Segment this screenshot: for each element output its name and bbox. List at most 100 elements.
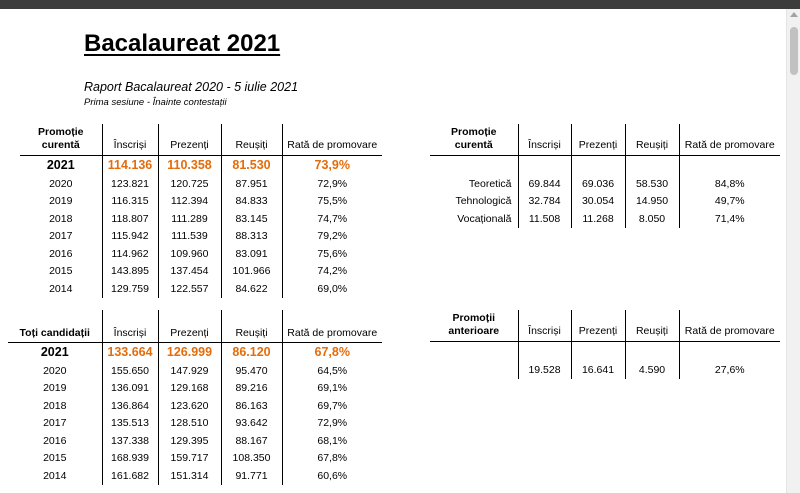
promotii-anterioare-table: Promoții anterioare Înscriși Prezenți Re…: [430, 310, 780, 379]
value-cell: 84.622: [220, 280, 282, 298]
browser-top-bar: [0, 0, 800, 9]
value-cell: 30.054: [570, 192, 625, 210]
column-header-category: Promoție curentă: [430, 124, 518, 156]
table-row-highlight: 2021 114.136 110.358 81.530 73,9%: [20, 155, 382, 175]
value-cell: 88.313: [220, 227, 282, 245]
table-row-highlight: 2021 133.664 126.999 86.120 67,8%: [8, 342, 382, 362]
year-cell: 2017: [43, 417, 67, 430]
value-cell: 83.091: [220, 245, 282, 263]
value-cell: 86.163: [220, 397, 282, 415]
value-cell: 133.664: [101, 342, 158, 362]
table-row: Vocațională 11.508 11.268 8.050 71,4%: [430, 210, 780, 228]
value-cell: 86.120: [220, 342, 282, 362]
table-header-row: Promoție curentă Înscriși Prezenți Reuși…: [430, 124, 780, 156]
report-subtitle: Prima sesiune - Înainte contestații: [84, 97, 227, 108]
header-line-2: anterioare: [448, 324, 500, 337]
value-cell: 75,6%: [281, 245, 382, 263]
value-cell: 129.395: [157, 432, 221, 450]
value-cell: 69,7%: [281, 397, 382, 415]
value-cell: 69.036: [570, 175, 625, 193]
value-cell: 81.530: [220, 155, 282, 175]
value-cell: 75,5%: [281, 192, 382, 210]
value-cell: 60,6%: [281, 467, 382, 485]
table-row: 2015 143.895 137.454 101.966 74,2%: [20, 262, 382, 280]
value-cell: 136.864: [101, 397, 158, 415]
value-cell: 69,1%: [281, 379, 382, 397]
value-cell: 8.050: [624, 210, 679, 228]
table-row: Tehnologică 32.784 30.054 14.950 49,7%: [430, 192, 780, 210]
value-cell: 151.314: [157, 467, 221, 485]
value-cell: 109.960: [157, 245, 221, 263]
value-cell: 11.508: [517, 210, 571, 228]
value-cell: 83.145: [220, 210, 282, 228]
value-cell: 32.784: [517, 192, 571, 210]
column-header-rata: Rată de promovare: [678, 310, 780, 342]
column-header-reusiti: Reușiți: [220, 310, 282, 343]
table-row: 2014 129.759 122.557 84.622 69,0%: [20, 280, 382, 298]
year-cell: 2014: [49, 282, 73, 295]
table-row: 2016 137.338 129.395 88.167 68,1%: [8, 432, 382, 450]
year-cell: 2019: [43, 382, 67, 395]
value-cell: 161.682: [101, 467, 158, 485]
column-header-inscrisi: Înscriși: [517, 124, 571, 156]
scroll-up-arrow-icon[interactable]: [790, 12, 798, 17]
value-cell: 58.530: [624, 175, 679, 193]
table-row: 2018 136.864 123.620 86.163 69,7%: [8, 397, 382, 415]
value-cell: 74,2%: [281, 262, 382, 280]
column-header-category: Toți candidații: [8, 310, 102, 343]
column-header-prezenti: Prezenți: [157, 124, 221, 156]
column-header-inscrisi: Înscriși: [101, 124, 158, 156]
year-cell: 2014: [43, 469, 67, 482]
header-line-1: Promoție: [450, 125, 497, 138]
value-cell: 137.338: [101, 432, 158, 450]
value-cell: 115.942: [101, 227, 158, 245]
year-cell: 2016: [49, 247, 73, 260]
value-cell: 73,9%: [281, 155, 382, 175]
value-cell: 120.725: [157, 175, 221, 193]
vertical-scrollbar[interactable]: [786, 9, 800, 493]
year-cell: 2016: [43, 434, 67, 447]
value-cell: 111.539: [157, 227, 221, 245]
header-line-1: Promoții: [452, 311, 496, 324]
value-cell: 16.641: [570, 361, 625, 379]
year-cell: 2015: [49, 265, 73, 278]
toti-candidatii-table: Toți candidații Înscriși Prezenți Reușiț…: [8, 310, 382, 485]
scrollbar-thumb[interactable]: [790, 27, 798, 75]
value-cell: 84.833: [220, 192, 282, 210]
category-cell: Teoretică: [468, 177, 512, 190]
value-cell: 72,9%: [281, 414, 382, 432]
table-row: 2017 115.942 111.539 88.313 79,2%: [20, 227, 382, 245]
column-header-rata: Rată de promovare: [281, 310, 382, 343]
value-cell: 128.510: [157, 414, 221, 432]
header-line-2: curentă: [41, 138, 80, 151]
value-cell: 87.951: [220, 175, 282, 193]
value-cell: 118.807: [101, 210, 158, 228]
column-header-prezenti: Prezenți: [157, 310, 221, 343]
value-cell: 147.929: [157, 362, 221, 380]
value-cell: 111.289: [157, 210, 221, 228]
value-cell: 27,6%: [678, 361, 780, 379]
value-cell: 112.394: [157, 192, 221, 210]
year-cell: 2021: [40, 345, 69, 360]
table-header-row: Toți candidații Înscriși Prezenți Reușiț…: [8, 310, 382, 343]
value-cell: 137.454: [157, 262, 221, 280]
value-cell: 168.939: [101, 449, 158, 467]
value-cell: 122.557: [157, 280, 221, 298]
value-cell: 126.999: [157, 342, 221, 362]
value-cell: 84,8%: [678, 175, 780, 193]
value-cell: 68,1%: [281, 432, 382, 450]
value-cell: 11.268: [570, 210, 625, 228]
year-cell: 2020: [43, 364, 67, 377]
table-header-row: Promoții anterioare Înscriși Prezenți Re…: [430, 310, 780, 342]
table-spacer-row: [430, 155, 780, 175]
filiera-table: Promoție curentă Înscriși Prezenți Reuși…: [430, 124, 780, 228]
column-header-inscrisi: Înscriși: [517, 310, 571, 342]
table-header-row: Promoție curentă Înscriși Prezenți Reuși…: [20, 124, 382, 156]
value-cell: 108.350: [220, 449, 282, 467]
value-cell: 136.091: [101, 379, 158, 397]
category-cell: [430, 361, 518, 379]
column-header-prezenti: Prezenți: [570, 310, 625, 342]
year-cell: 2015: [43, 452, 67, 465]
value-cell: 71,4%: [678, 210, 780, 228]
column-header-prezenti: Prezenți: [570, 124, 625, 156]
